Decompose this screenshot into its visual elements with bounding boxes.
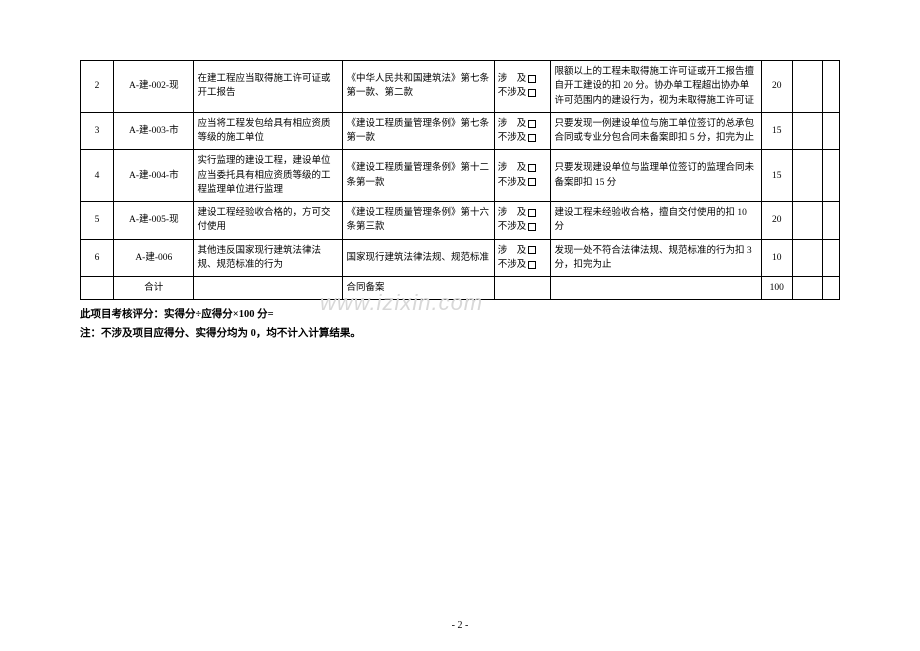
note-line-1: 此项目考核评分：实得分÷应得分×100 分= [80,306,840,325]
cell-score: 20 [761,61,792,113]
cell-std [551,277,761,300]
cell-check: 涉 及不涉及 [494,150,551,202]
cell-sign [823,277,840,300]
cell-item: 建设工程经验收合格的，方可交付使用 [194,202,343,240]
cell-item: 在建工程应当取得施工许可证或开工报告 [194,61,343,113]
cell-score: 20 [761,202,792,240]
note-line-2: 注：不涉及项目应得分、实得分均为 0，均不计入计算结果。 [80,325,840,344]
cell-idx: 3 [81,112,114,150]
assessment-table: 2 A-建-002-现 在建工程应当取得施工许可证或开工报告 《中华人民共和国建… [80,60,840,300]
cell-item: 实行监理的建设工程，建设单位应当委托具有相应资质等级的工程监理单位进行监理 [194,150,343,202]
cell-std: 发现一处不符合法律法规、规范标准的行为扣 3 分，扣完为止 [551,239,761,277]
cell-idx: 5 [81,202,114,240]
cell-basis: 《建设工程质量管理条例》第七条第一款 [343,112,494,150]
page-footer: - 2 - [0,620,920,631]
table-row-total: 合计 合同备案 100 [81,277,840,300]
cell-std: 建设工程未经验收合格，擅自交付使用的扣 10 分 [551,202,761,240]
cell-check [494,277,551,300]
cell-sign [823,61,840,113]
cell-sign [823,239,840,277]
cell-check: 涉 及不涉及 [494,61,551,113]
cell-code: A-建-003-市 [114,112,194,150]
table-row: 5 A-建-005-现 建设工程经验收合格的，方可交付使用 《建设工程质量管理条… [81,202,840,240]
cell-idx: 4 [81,150,114,202]
notes-section: 此项目考核评分：实得分÷应得分×100 分= 注：不涉及项目应得分、实得分均为 … [80,306,840,344]
cell-actual [792,277,823,300]
cell-sign [823,150,840,202]
cell-actual [792,150,823,202]
table-row: 4 A-建-004-市 实行监理的建设工程，建设单位应当委托具有相应资质等级的工… [81,150,840,202]
table-row: 3 A-建-003-市 应当将工程发包给具有相应资质等级的施工单位 《建设工程质… [81,112,840,150]
table-row: 6 A-建-006 其他违反国家现行建筑法律法规、规范标准的行为 国家现行建筑法… [81,239,840,277]
cell-code: A-建-005-现 [114,202,194,240]
cell-check: 涉 及不涉及 [494,202,551,240]
cell-std: 只要发现建设单位与监理单位签订的监理合同未备案即扣 15 分 [551,150,761,202]
cell-code: A-建-006 [114,239,194,277]
cell-basis: 合同备案 [343,277,494,300]
cell-actual [792,112,823,150]
cell-actual [792,202,823,240]
cell-basis: 《中华人民共和国建筑法》第七条第一款、第二款 [343,61,494,113]
cell-check: 涉 及不涉及 [494,112,551,150]
cell-score: 15 [761,112,792,150]
cell-actual [792,239,823,277]
cell-item: 其他违反国家现行建筑法律法规、规范标准的行为 [194,239,343,277]
cell-check: 涉 及不涉及 [494,239,551,277]
cell-basis: 国家现行建筑法律法规、规范标准 [343,239,494,277]
cell-total-label: 合计 [114,277,194,300]
cell-item: 应当将工程发包给具有相应资质等级的施工单位 [194,112,343,150]
cell-sign [823,112,840,150]
cell-sign [823,202,840,240]
cell-basis: 《建设工程质量管理条例》第十二条第一款 [343,150,494,202]
cell-actual [792,61,823,113]
cell-std: 只要发现一例建设单位与施工单位签订的总承包合同或专业分包合同未备案即扣 5 分，… [551,112,761,150]
cell-basis: 《建设工程质量管理条例》第十六条第三款 [343,202,494,240]
cell-total-score: 100 [761,277,792,300]
cell-idx: 6 [81,239,114,277]
cell-code: A-建-002-现 [114,61,194,113]
cell-idx: 2 [81,61,114,113]
cell-code: A-建-004-市 [114,150,194,202]
cell-score: 15 [761,150,792,202]
cell-item [194,277,343,300]
cell-score: 10 [761,239,792,277]
cell-idx [81,277,114,300]
cell-std: 限额以上的工程未取得施工许可证或开工报告擅自开工建设的扣 20 分。协办单工程超… [551,61,761,113]
table-row: 2 A-建-002-现 在建工程应当取得施工许可证或开工报告 《中华人民共和国建… [81,61,840,113]
